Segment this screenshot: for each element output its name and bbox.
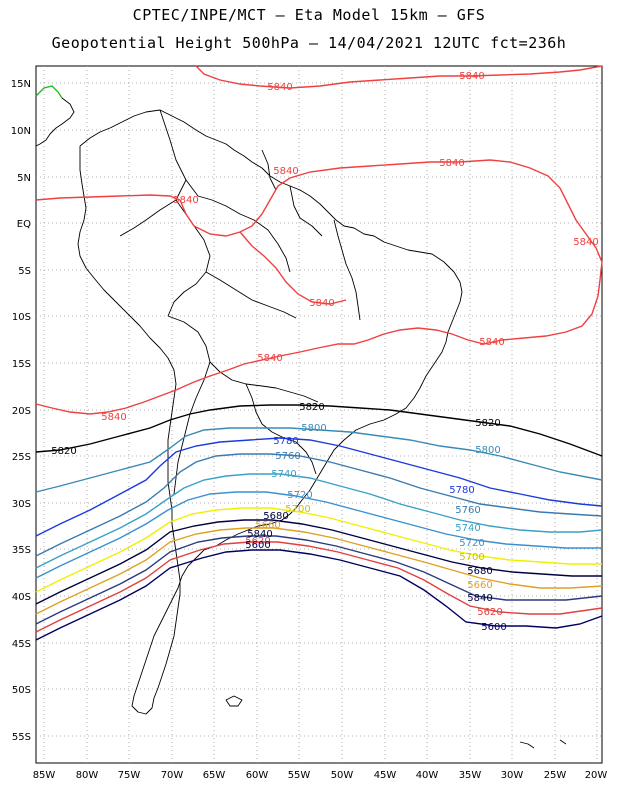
label-5720: 5720 xyxy=(459,538,484,549)
contour-5780 xyxy=(35,437,603,537)
contour-5660 xyxy=(35,527,603,615)
lat-label: 30S xyxy=(12,499,31,510)
label-5840: 5840 xyxy=(573,237,598,248)
label-5620: 5620 xyxy=(245,536,270,547)
label-5800: 5800 xyxy=(301,423,326,434)
lon-label: 35W xyxy=(459,770,482,781)
label-5840: 5840 xyxy=(257,353,282,364)
label-5840: 5840 xyxy=(267,82,292,93)
lat-label: 50S xyxy=(12,685,31,696)
contour-5620 xyxy=(35,541,603,633)
lat-label: 45S xyxy=(12,639,31,650)
label-5840: 5840 xyxy=(273,166,298,177)
lon-label: 20W xyxy=(585,770,608,781)
contour-5840-east-loop xyxy=(35,261,603,415)
label-5840: 5840 xyxy=(467,593,492,604)
lat-label: 40S xyxy=(12,592,31,603)
label-5780: 5780 xyxy=(449,485,474,496)
lon-label: 70W xyxy=(161,770,184,781)
contour-5840-central xyxy=(35,159,603,263)
lon-label: 50W xyxy=(331,770,354,781)
label-5680: 5680 xyxy=(263,511,288,522)
label-5700: 5700 xyxy=(459,552,484,563)
contour-5840-lower xyxy=(239,231,347,305)
label-5740: 5740 xyxy=(271,469,296,480)
label-5680: 5680 xyxy=(467,566,492,577)
label-5620: 5620 xyxy=(477,607,502,618)
lon-label: 65W xyxy=(203,770,226,781)
contour-5720 xyxy=(35,491,602,579)
longitude-labels: 85W 80W 75W 70W 65W 60W 55W 50W 45W 40W … xyxy=(33,770,608,781)
lat-label: 5S xyxy=(18,266,31,277)
lat-label: 55S xyxy=(12,732,31,743)
lat-label: 35S xyxy=(12,545,31,556)
contour-lines xyxy=(35,65,603,641)
contour-5800 xyxy=(35,427,603,493)
contour-5680 xyxy=(35,519,602,605)
contour-5700 xyxy=(35,507,602,593)
label-5760: 5760 xyxy=(275,451,300,462)
label-5840: 5840 xyxy=(247,529,272,540)
contour-5760 xyxy=(35,453,603,557)
contour-5600 xyxy=(35,549,603,641)
label-5660: 5660 xyxy=(255,520,280,531)
lat-label: 20S xyxy=(12,406,31,417)
latitude-labels: 15N 10N 5N EQ 5S 10S 15S 20S 25S 30S 35S… xyxy=(11,79,31,743)
falkland-islands xyxy=(225,695,243,707)
country-borders xyxy=(119,109,361,495)
label-5840: 5840 xyxy=(173,195,198,206)
lat-label: 10N xyxy=(11,126,31,137)
map-title: CPTEC/INPE/MCT – Eta Model 15km – GFS xyxy=(132,6,486,24)
label-5780: 5780 xyxy=(273,436,298,447)
label-5720: 5720 xyxy=(287,490,312,501)
label-5800: 5800 xyxy=(475,445,500,456)
lon-label: 80W xyxy=(76,770,99,781)
top-left-coast-segment xyxy=(35,85,63,99)
lon-label: 45W xyxy=(374,770,397,781)
lat-label: EQ xyxy=(17,219,31,230)
lat-label: 5N xyxy=(17,173,31,184)
southern-islands xyxy=(519,739,567,749)
lat-label: 15N xyxy=(11,79,31,90)
contour-5740 xyxy=(35,473,603,569)
contour-5820 xyxy=(35,404,603,457)
lat-label: 25S xyxy=(12,452,31,463)
lon-label: 60W xyxy=(246,770,269,781)
label-5840: 5840 xyxy=(459,71,484,82)
label-5760: 5760 xyxy=(455,505,480,516)
map-frame xyxy=(35,65,603,764)
lon-label: 30W xyxy=(501,770,524,781)
lon-label: 25W xyxy=(544,770,567,781)
contour-5640 xyxy=(35,535,603,625)
label-5700: 5700 xyxy=(285,504,310,515)
label-5840: 5840 xyxy=(101,412,126,423)
lon-label: 75W xyxy=(118,770,141,781)
lon-label: 85W xyxy=(33,770,56,781)
label-5820: 5820 xyxy=(299,402,324,413)
label-5820: 5820 xyxy=(51,446,76,457)
label-5740: 5740 xyxy=(455,523,480,534)
label-5600: 5600 xyxy=(481,622,506,633)
label-5660: 5660 xyxy=(467,580,492,591)
contour-labels: 5840 5840 5840 5840 5840 5840 5840 5840 … xyxy=(51,71,598,633)
lon-label: 55W xyxy=(288,770,311,781)
lat-label: 10S xyxy=(12,312,31,323)
label-5840: 5840 xyxy=(439,158,464,169)
contour-5840-north xyxy=(195,65,603,89)
label-5840: 5840 xyxy=(479,337,504,348)
label-5820: 5820 xyxy=(475,418,500,429)
label-5840: 5840 xyxy=(309,298,334,309)
lon-label: 40W xyxy=(416,770,439,781)
lat-label: 15S xyxy=(12,359,31,370)
label-5600: 5600 xyxy=(245,540,270,551)
map-subtitle: Geopotential Height 500hPa – 14/04/2021 … xyxy=(51,34,567,52)
